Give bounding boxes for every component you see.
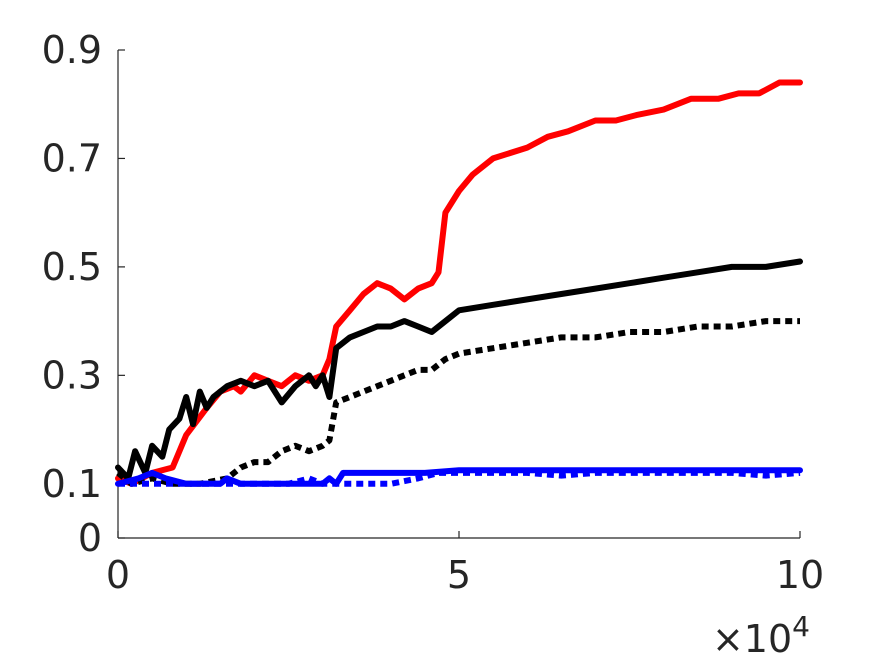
y-tick-label: 0.1 <box>42 462 102 506</box>
series-line-5 <box>118 469 801 487</box>
series-line-1 <box>115 79 803 487</box>
series-line-2 <box>115 258 803 482</box>
x-tick-label: 0 <box>106 553 130 597</box>
axes <box>117 49 801 539</box>
tick-labels: 0 0.1 0.3 0.5 0.7 0.9 0 5 10 ×104 <box>42 28 825 661</box>
x-tick-label: 10 <box>776 553 824 597</box>
x-multiplier-exponent: 4 <box>792 610 810 643</box>
y-tick-label: 0 <box>78 516 102 560</box>
x-multiplier-label: ×104 <box>712 610 810 661</box>
x-tick-label: 5 <box>447 553 471 597</box>
y-tick-label: 0.9 <box>42 28 102 72</box>
y-tick-label: 0.3 <box>42 353 102 397</box>
x-multiplier-base: ×10 <box>712 617 792 661</box>
series-line-3 <box>116 318 800 487</box>
y-tick-label: 0.5 <box>42 245 102 289</box>
series-layer <box>115 79 803 487</box>
y-tick-label: 0.7 <box>42 136 102 180</box>
